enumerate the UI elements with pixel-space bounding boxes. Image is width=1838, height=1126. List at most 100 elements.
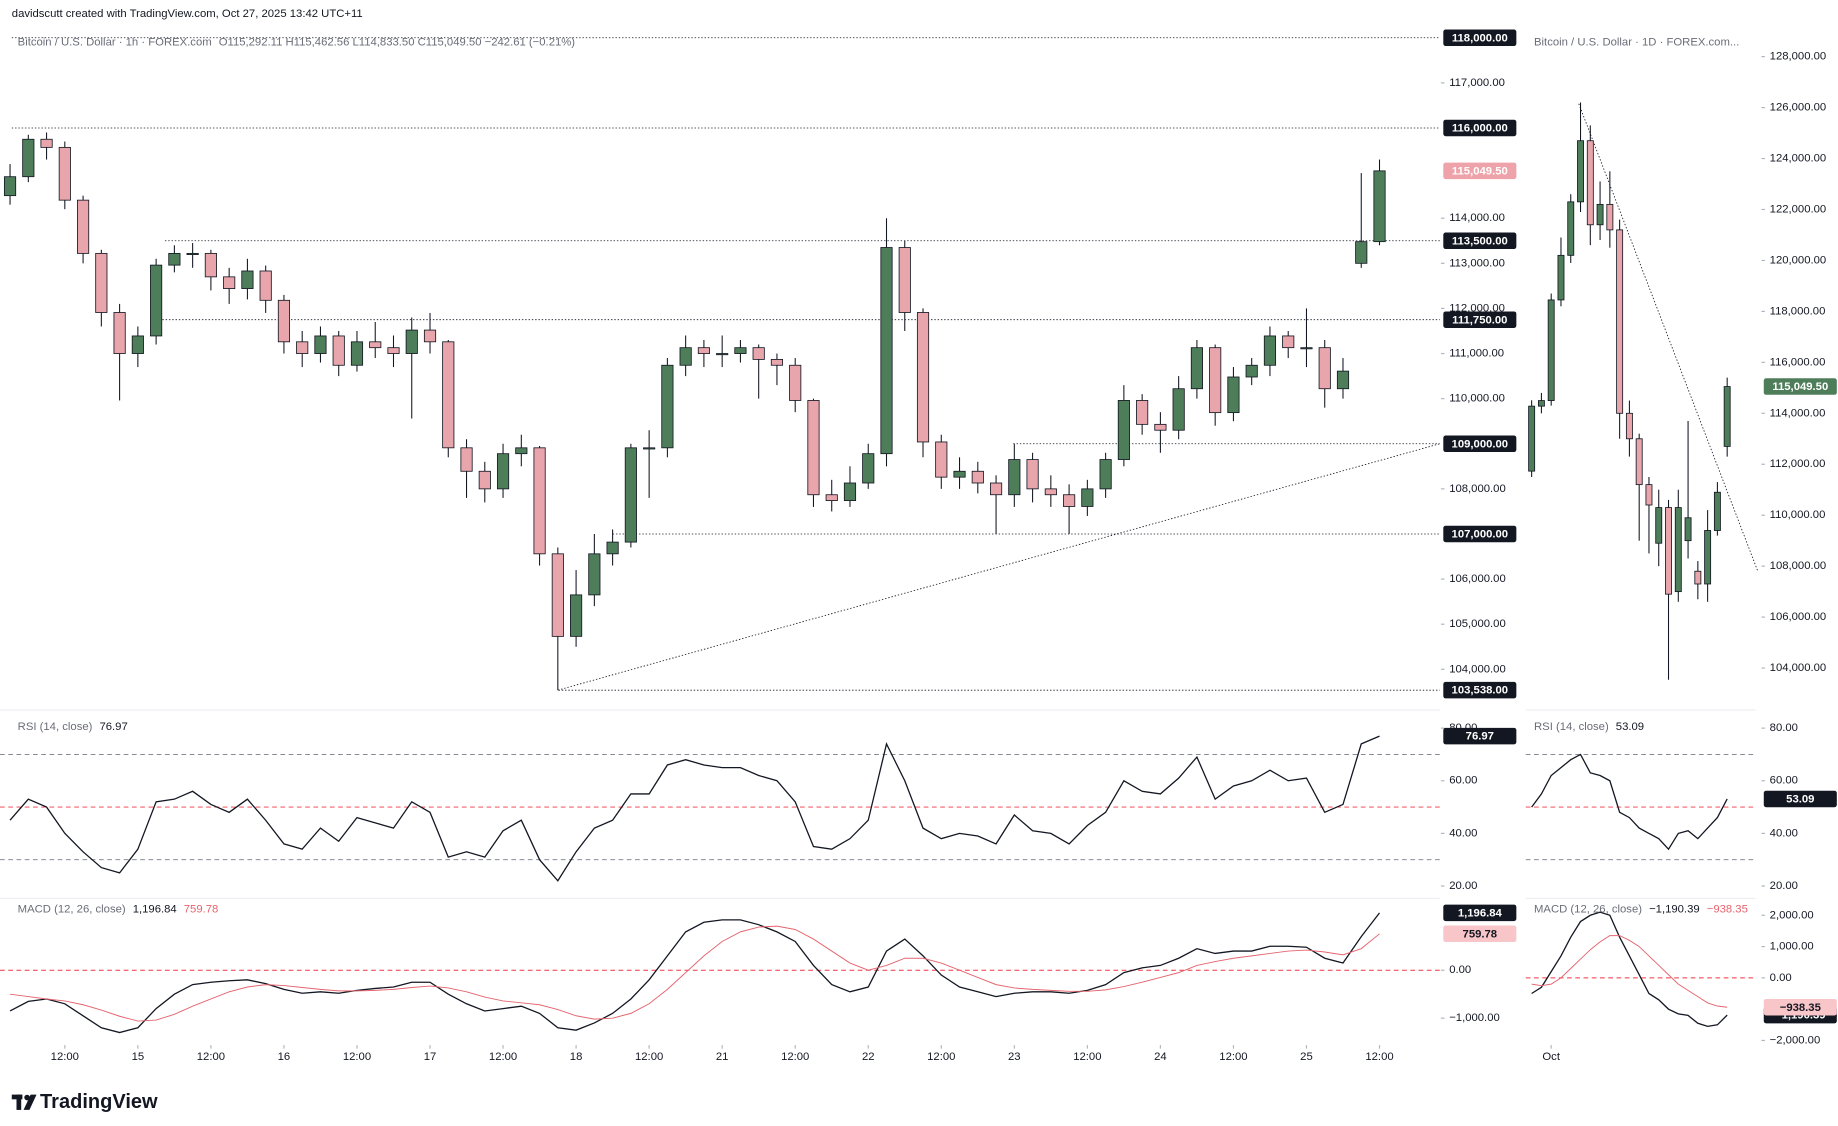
pane-title: Bitcoin / U.S. Dollar · 1D · FOREX.com..… xyxy=(1534,36,1739,48)
candle-body xyxy=(1704,530,1712,585)
logo-icon xyxy=(24,1094,30,1101)
x-tick-label: 12:00 xyxy=(781,1051,809,1063)
y-tick-label: 108,000.00 xyxy=(1449,483,1506,495)
x-tick-label: 12:00 xyxy=(489,1051,517,1063)
level-label-text: 103,538.00 xyxy=(1452,685,1509,697)
y-tick-label: 122,000.00 xyxy=(1770,203,1827,215)
candle-body xyxy=(898,247,911,313)
candle-body xyxy=(95,252,108,313)
price-label-box xyxy=(1763,378,1837,395)
logo-icon xyxy=(16,1094,22,1110)
candle-body xyxy=(1300,347,1313,350)
created-by: davidscutt created with TradingView.com,… xyxy=(12,8,363,20)
y-tick-label: 124,000.00 xyxy=(1770,153,1827,165)
candle-body xyxy=(624,447,637,543)
candle-body xyxy=(1282,335,1295,349)
candle-body xyxy=(442,341,455,449)
candle-body xyxy=(350,341,364,366)
candle-body xyxy=(1172,388,1185,431)
x-tick-label: 24 xyxy=(1154,1051,1167,1063)
ohlc-values: O115,292.11 H115,462.56 L114,833.50 C115… xyxy=(219,36,576,48)
level-label-box xyxy=(1443,119,1517,137)
y-tick-label: 117,000.00 xyxy=(1449,77,1505,89)
candle-body xyxy=(1355,241,1368,264)
y-tick-label: 111,000.00 xyxy=(1449,348,1504,360)
y-tick-label: 104,000.00 xyxy=(1770,662,1827,674)
x-tick-label: 12:00 xyxy=(1365,1051,1393,1063)
y-tick-label: 114,000.00 xyxy=(1770,407,1826,419)
candle-body xyxy=(606,541,619,555)
y-tick-label: 110,000.00 xyxy=(1449,393,1505,405)
candle-body xyxy=(460,447,473,472)
candle-body xyxy=(533,447,546,555)
x-tick-label: 18 xyxy=(570,1051,583,1063)
y-tick-label: 20.00 xyxy=(1449,880,1477,892)
pane-title: MACD (12, 26, close) xyxy=(1534,904,1642,916)
pane-title: Bitcoin / U.S. Dollar · 1h · FOREX.com xyxy=(18,36,212,48)
x-tick-label: 12:00 xyxy=(1219,1051,1247,1063)
candle-body xyxy=(204,252,217,278)
candle-body xyxy=(40,138,53,148)
candle-body xyxy=(1723,386,1731,447)
pane-title: RSI (14, close) xyxy=(18,721,93,733)
x-tick-label: 12:00 xyxy=(1073,1051,1101,1063)
x-tick-label: 12:00 xyxy=(51,1051,79,1063)
last-value-box xyxy=(1443,925,1517,943)
candle-body xyxy=(1557,254,1565,301)
candle-body xyxy=(661,364,674,449)
series-line xyxy=(9,912,1381,1034)
candle-body xyxy=(1625,412,1633,440)
candle-body xyxy=(223,276,236,289)
pane-title: MACD (12, 26, close) xyxy=(18,904,126,916)
candle-body xyxy=(807,400,820,496)
candle-body xyxy=(1190,347,1203,390)
candle-body xyxy=(862,453,875,484)
last-value-text: 53.09 xyxy=(1786,794,1814,806)
last-value-box xyxy=(1443,904,1517,922)
y-tick-label: 118,000.00 xyxy=(1770,305,1826,317)
candle-body xyxy=(332,335,345,366)
x-tick-label: 25 xyxy=(1300,1051,1313,1063)
y-tick-label: 1,000.00 xyxy=(1770,941,1814,953)
candle-body xyxy=(496,453,510,490)
y-tick-label: 116,000.00 xyxy=(1770,356,1826,368)
last-value-text: 76.97 xyxy=(1466,731,1494,743)
candle-body xyxy=(1547,299,1555,401)
candle-body xyxy=(113,312,126,354)
candle-body xyxy=(1528,405,1536,472)
candle-body xyxy=(880,247,893,455)
y-tick-label: 106,000.00 xyxy=(1770,611,1827,623)
candle-body xyxy=(1081,488,1094,507)
level-label-text: 118,000.00 xyxy=(1452,32,1508,44)
y-tick-label: 105,000.00 xyxy=(1449,618,1506,630)
legend-value: −938.35 xyxy=(1707,904,1748,916)
series-line xyxy=(9,925,1380,1022)
candle-body xyxy=(1665,507,1672,595)
candle-body xyxy=(1567,201,1575,256)
candle-body xyxy=(387,347,400,354)
candle-body xyxy=(1136,400,1149,425)
candle-body xyxy=(789,364,802,401)
y-tick-label: 40.00 xyxy=(1449,827,1477,839)
candle-body xyxy=(168,252,181,266)
x-tick-label: 12:00 xyxy=(197,1051,225,1063)
x-tick-label: 16 xyxy=(278,1051,291,1063)
y-tick-label: 80.00 xyxy=(1770,722,1798,734)
x-tick-label: 17 xyxy=(424,1051,437,1063)
legend-value: 53.09 xyxy=(1616,721,1644,733)
trend-line xyxy=(1578,103,1759,572)
legend-value: 1,196.84 xyxy=(133,904,177,916)
level-label-text: 113,500.00 xyxy=(1452,235,1508,247)
logo-icon xyxy=(23,1094,37,1110)
y-tick-label: 126,000.00 xyxy=(1770,102,1827,114)
level-label-text: 109,000.00 xyxy=(1452,438,1509,450)
candle-body xyxy=(241,270,254,289)
candle-body xyxy=(697,347,710,354)
candle-body xyxy=(3,176,17,197)
y-tick-label: 112,000.00 xyxy=(1770,458,1826,470)
x-tick-label: 22 xyxy=(862,1051,875,1063)
y-tick-label: 113,000.00 xyxy=(1449,257,1505,269)
y-tick-label: 120,000.00 xyxy=(1770,254,1827,266)
candle-body xyxy=(1635,438,1643,486)
